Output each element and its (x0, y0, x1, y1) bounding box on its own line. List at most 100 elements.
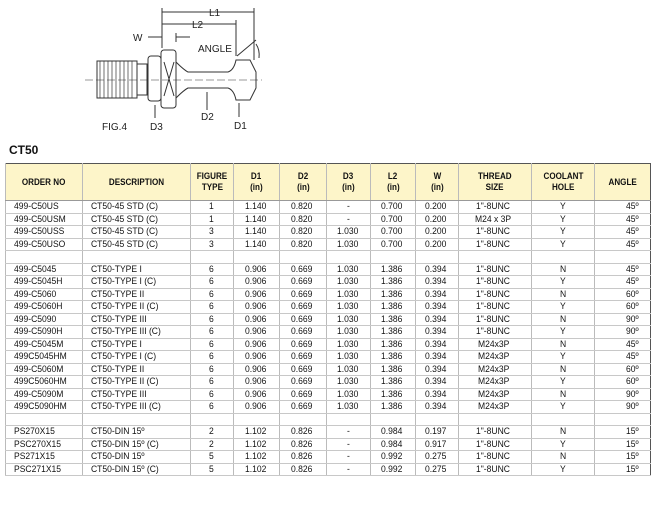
cell-text: 90º (625, 313, 639, 325)
cell-d3: - (326, 438, 371, 451)
cell-text: 1.140 (244, 201, 267, 212)
cell-thread-size (458, 413, 532, 426)
cell-text: M24 x 3P (474, 213, 512, 225)
cell-text: 1.030 (336, 388, 359, 400)
cell-text: 1.386 (381, 401, 403, 412)
cell-text: 90º (625, 401, 639, 412)
table-row: 499-C50US CT50-45 STD (C) 1 1.140 0.820 - 0.70… (5, 200, 651, 214)
cell-text: 15º (625, 463, 639, 475)
cell-text: 0.669 (291, 401, 313, 412)
cell-text: CT50-TYPE II (C) (91, 301, 159, 312)
cell-text: 499-C5090M (14, 388, 64, 400)
cell-coolant-hole: Y (531, 400, 595, 414)
cell-coolant-hole: Y (531, 200, 595, 214)
cell-description: CT50-DIN 15º (82, 425, 191, 439)
cell-text: Y (559, 201, 566, 212)
cell-w: 0.200 (415, 238, 459, 251)
header-text: D1 (251, 171, 262, 182)
label-d2: D2 (201, 112, 214, 123)
cell-text: 1"-8UNC (476, 313, 511, 325)
header-text: DESCRIPTION (108, 176, 165, 188)
header-text: W (433, 171, 441, 182)
cell-text: 499-C50USS (14, 226, 65, 237)
cell-text: 1.386 (381, 288, 403, 300)
cell-figure-type: 6 (190, 350, 234, 364)
cell-d3: 1.030 (326, 338, 371, 351)
cell-order-no: 499-C50USM (5, 213, 83, 226)
cell-text: 0.906 (244, 288, 267, 300)
cell-text: Y (559, 326, 566, 337)
cell-text: 45º (625, 263, 639, 275)
cell-text: 1.030 (336, 363, 359, 375)
pull-stud-diagram: L1 L2 W ANGLE FIG.4 D3 D2 D1 (85, 8, 262, 133)
cell-text: 1.386 (381, 363, 403, 375)
cell-text: 6 (209, 388, 215, 400)
cell-text: 15º (625, 451, 639, 462)
cell-thread-size: 1"-8UNC (458, 263, 532, 276)
label-d3: D3 (150, 122, 163, 133)
cell-text: 0.917 (425, 438, 447, 450)
cell-text: 6 (209, 338, 215, 350)
cell-w: 0.275 (415, 450, 459, 464)
cell-d3: - (326, 450, 371, 464)
cell-text: Y (559, 351, 566, 362)
cell-text: 6 (209, 351, 215, 362)
cell-text: 0.984 (381, 438, 403, 450)
cell-text: 0.669 (291, 288, 313, 300)
cell-text: CT50-TYPE II (C) (91, 376, 159, 387)
cell-text: 60º (625, 376, 639, 387)
cell-angle: 15º (594, 463, 651, 476)
cell-d1: 1.102 (233, 438, 280, 451)
cell-w: 0.917 (415, 438, 459, 451)
cell-figure-type: 6 (190, 313, 234, 326)
cell-text: 45º (625, 201, 639, 212)
cell-d2: 0.820 (279, 225, 327, 239)
cell-d2: 0.826 (279, 450, 327, 464)
cell-d1: 1.140 (233, 213, 280, 226)
cell-text: PSC271X15 (14, 463, 62, 475)
cell-text: 0.669 (291, 351, 313, 362)
cell-text: 3 (209, 226, 215, 237)
cell-text: 0.984 (381, 426, 403, 437)
cell-d2 (279, 250, 327, 264)
column-header-angle: ANGLE (594, 163, 651, 201)
cell-text: 0.820 (291, 201, 313, 212)
cell-order-no: 499-C5090 (5, 313, 83, 326)
cell-description: CT50-TYPE II (82, 288, 191, 301)
cell-thread-size: M24x3P (458, 388, 532, 401)
cell-text: 499-C50USO (14, 238, 66, 250)
cell-d2: 0.669 (279, 288, 327, 301)
cell-l2 (370, 413, 416, 426)
cell-text: 15º (625, 426, 639, 437)
cell-d3: - (326, 213, 371, 226)
cell-text: 0.669 (291, 276, 313, 287)
cell-text: 0.906 (244, 338, 267, 350)
header-text: L2 (388, 171, 398, 182)
cell-text: Y (559, 438, 566, 450)
cell-order-no: 499-C50USO (5, 238, 83, 251)
cell-angle: 90º (594, 400, 651, 414)
cell-text: 0.275 (425, 451, 447, 462)
cell-d3: 1.030 (326, 238, 371, 251)
cell-d1: 0.906 (233, 400, 280, 414)
cell-d3: - (326, 463, 371, 476)
cell-text: 6 (209, 263, 215, 275)
header-text: ORDER NO (22, 176, 66, 188)
cell-d1: 0.906 (233, 338, 280, 351)
cell-text: 5 (209, 451, 215, 462)
cell-d2: 0.669 (279, 388, 327, 401)
label-l1: L1 (209, 8, 221, 19)
cell-text: 499-C5060 (14, 288, 57, 300)
cell-text: CT50-DIN 15º (C) (91, 438, 159, 450)
cell-d2: 0.669 (279, 400, 327, 414)
cell-angle: 45º (594, 338, 651, 351)
cell-l2: 1.386 (370, 350, 416, 364)
cell-d1: 0.906 (233, 313, 280, 326)
cell-d2: 0.669 (279, 338, 327, 351)
cell-w: 0.394 (415, 375, 459, 389)
cell-d1 (233, 413, 280, 426)
specification-table: ORDER NO DESCRIPTION FIGURE TYPE D1 (in) D2 (in… (5, 163, 651, 476)
cell-d1: 1.140 (233, 225, 280, 239)
cell-text: 1.030 (336, 326, 359, 337)
cell-text: 60º (625, 288, 639, 300)
